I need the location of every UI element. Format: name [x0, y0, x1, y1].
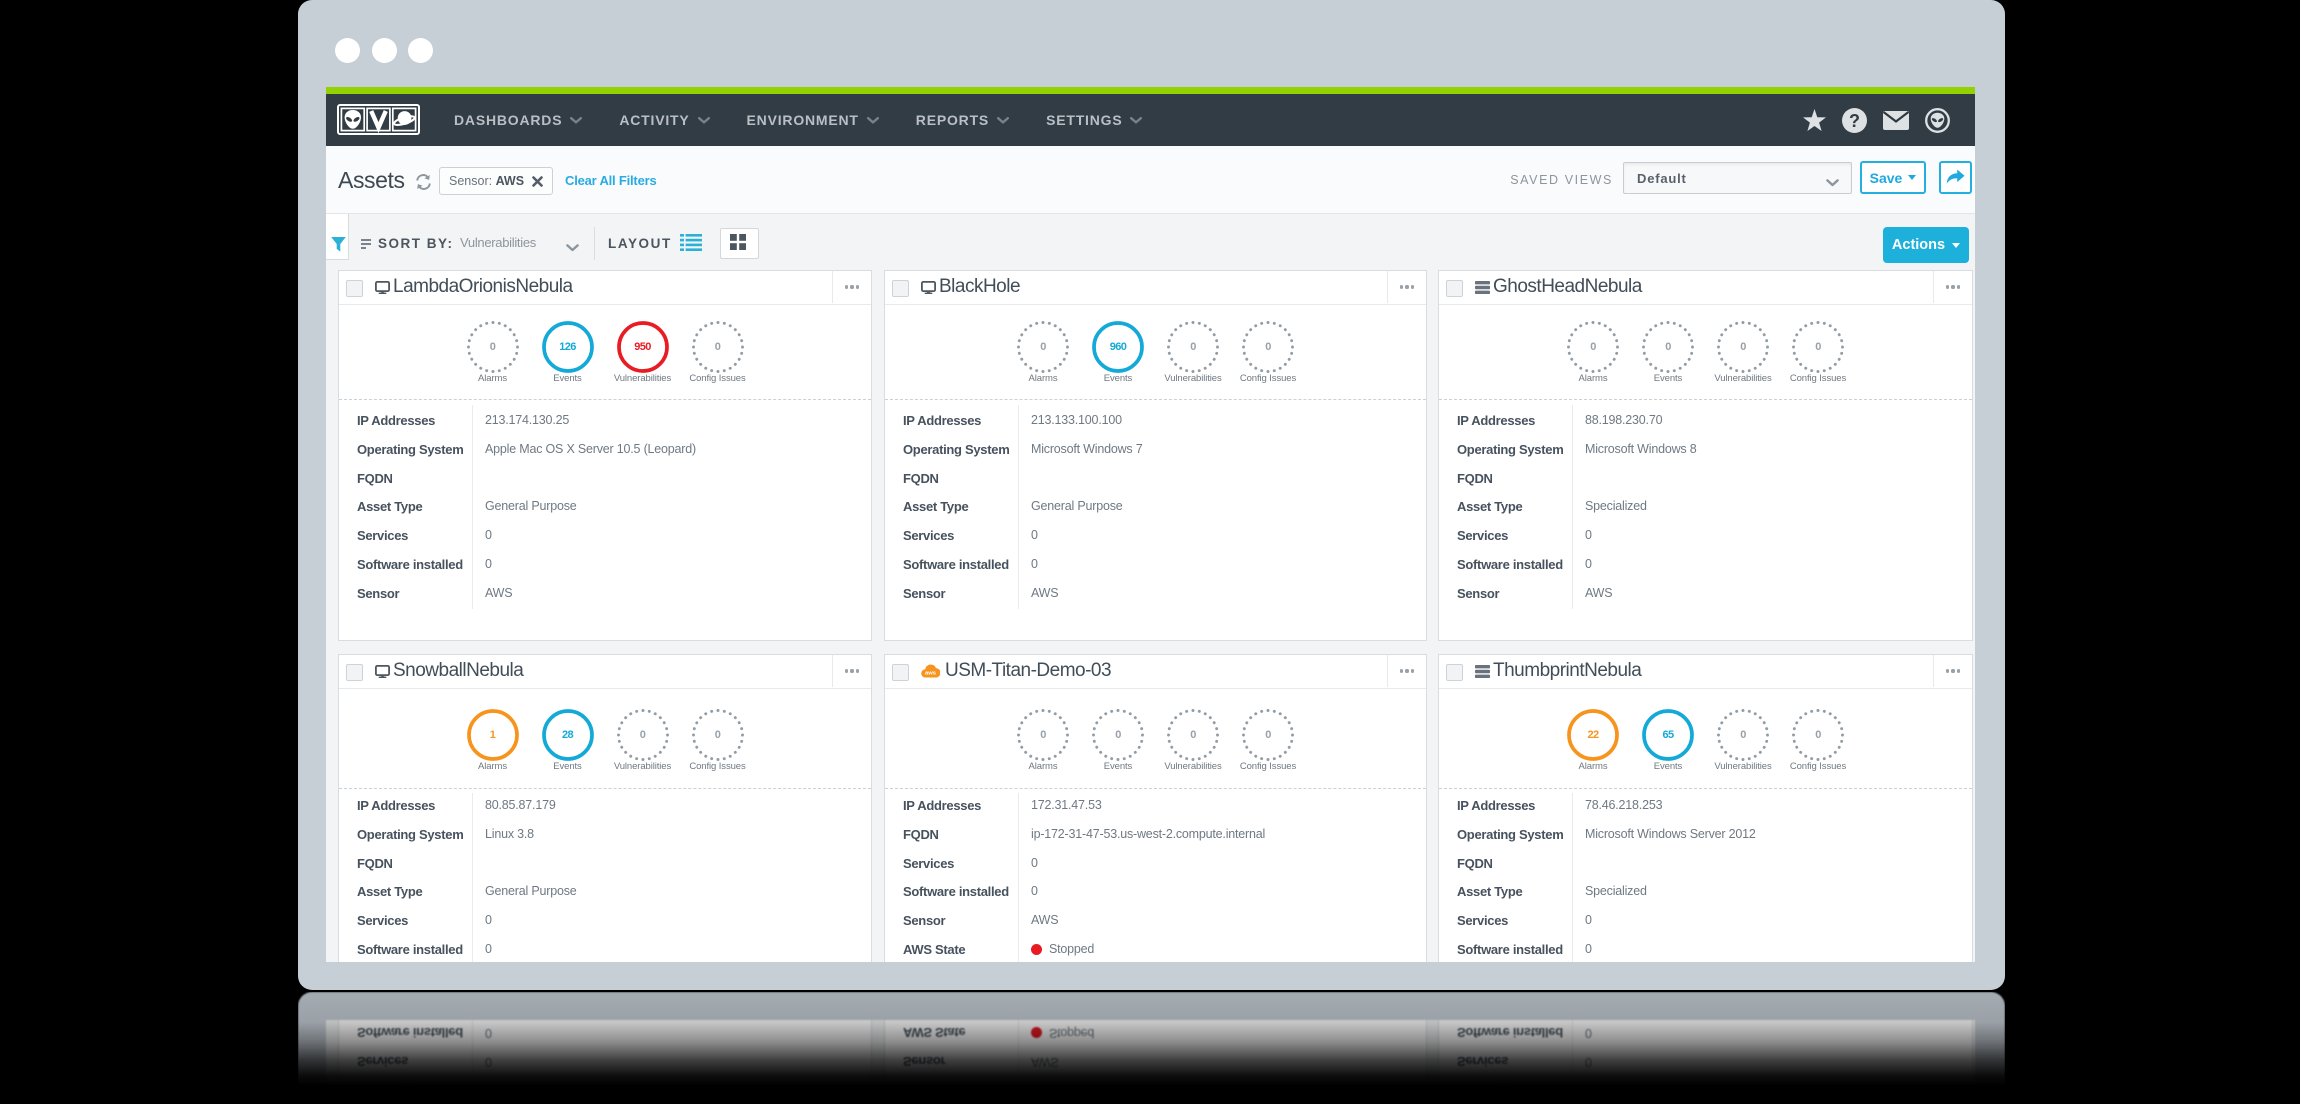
svg-text:?: ?: [1849, 111, 1860, 131]
svg-text:aws: aws: [925, 671, 936, 677]
